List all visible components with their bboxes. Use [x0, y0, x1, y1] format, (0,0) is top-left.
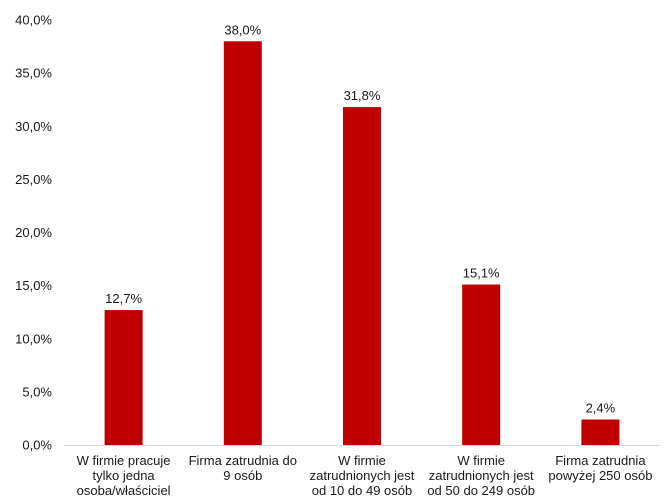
data-label: 12,7% — [105, 291, 142, 306]
bar — [343, 107, 381, 445]
data-labels: 12,7% 38,0% 31,8% 15,1% 2,4% — [105, 22, 615, 415]
y-tick-label: 20,0% — [15, 225, 52, 240]
y-tick-label: 10,0% — [15, 331, 52, 346]
x-tick-label: W firmie pracuje tylko jedna osoba/właścic… — [77, 453, 171, 498]
bar — [223, 41, 262, 445]
y-tick-label: 35,0% — [15, 66, 52, 81]
bar — [581, 419, 620, 445]
y-tick-label: 0,0% — [22, 438, 52, 453]
y-tick-label: 5,0% — [22, 384, 52, 399]
y-axis: 0,0% 5,0% 10,0% 15,0% 20,0% 25,0% 30,0% 35,0% 40… — [15, 13, 52, 453]
data-label: 38,0% — [224, 22, 261, 37]
x-tick-label: Firma zatrudnia do 9 osób — [189, 453, 297, 483]
y-tick-label: 15,0% — [15, 278, 52, 293]
y-tick-label: 30,0% — [15, 119, 52, 134]
bar — [104, 310, 143, 445]
data-label: 2,4% — [586, 401, 616, 416]
y-tick-label: 40,0% — [15, 13, 52, 28]
x-tick-label: Firma zatrudnia powyżej 250 osób — [548, 453, 652, 483]
bar — [462, 284, 501, 445]
bars — [104, 41, 620, 445]
x-tick-label: W firmie zatrudnionych jest od 10 do 49 os… — [310, 453, 415, 498]
x-axis: W firmie pracuje tylko jedna osoba/właścic… — [64, 445, 660, 498]
data-label: 31,8% — [344, 88, 381, 103]
x-tick-label: W firmie zatrudnionych jest od 50 do 249 o… — [427, 453, 535, 498]
y-tick-label: 25,0% — [15, 172, 52, 187]
data-label: 15,1% — [463, 266, 500, 281]
